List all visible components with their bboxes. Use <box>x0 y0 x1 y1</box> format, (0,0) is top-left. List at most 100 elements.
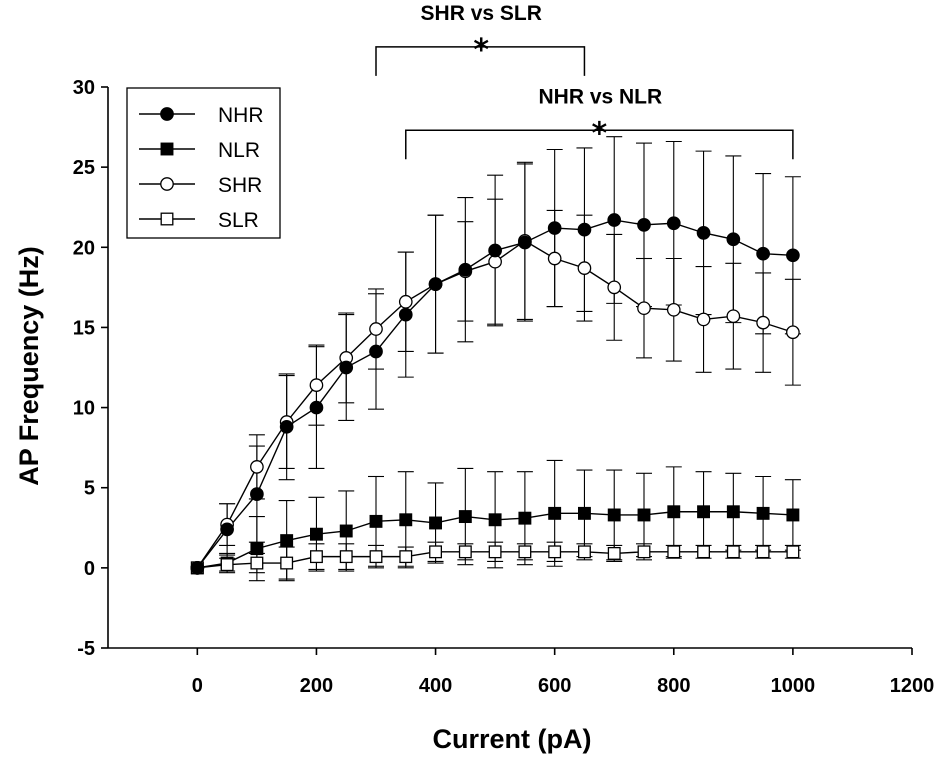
data-point-shr <box>547 251 562 266</box>
y-tick-label: 10 <box>73 398 95 420</box>
data-point-slr <box>726 545 740 559</box>
legend-label: NHR <box>218 104 264 127</box>
data-point-slr <box>369 550 383 564</box>
data-point-shr <box>607 280 622 295</box>
significance-bracket <box>405 129 794 160</box>
data-point-nhr <box>220 522 234 537</box>
y-tick-label: 15 <box>73 317 95 339</box>
y-axis-title: AP Frequency (Hz) <box>14 246 44 486</box>
data-point-nhr <box>518 235 532 250</box>
data-point-nhr <box>607 213 622 227</box>
data-point-shr <box>398 294 413 309</box>
data-point-nlr <box>309 527 323 541</box>
data-point-slr <box>518 545 532 559</box>
data-point-nlr <box>667 505 681 519</box>
data-point-slr <box>220 558 234 572</box>
data-point-slr <box>607 546 621 560</box>
data-point-slr <box>399 550 413 564</box>
data-point-nhr <box>637 217 651 232</box>
data-point-nlr <box>518 511 532 525</box>
data-point-shr <box>369 322 383 336</box>
data-point-slr <box>458 545 472 559</box>
data-point-nlr <box>637 508 651 522</box>
significance-bracket <box>375 46 586 76</box>
y-ticks: -5 0 5 10 15 20 25 30 <box>73 77 108 660</box>
legend-label: SHR <box>218 174 262 197</box>
data-point-shr <box>488 254 502 269</box>
data-point-nhr <box>279 419 294 434</box>
legend: NHR NLR SHR SLR <box>126 87 281 239</box>
data-point-nhr <box>726 232 741 247</box>
data-point-slr <box>429 545 443 559</box>
y-tick-label: 0 <box>84 558 95 580</box>
x-tick-label: 800 <box>657 675 690 697</box>
x-ticks: 0 200 400 600 800 1000 1200 <box>192 648 934 697</box>
data-point-slr <box>488 545 502 559</box>
data-point-nhr <box>458 262 473 277</box>
data-point-nhr <box>786 248 800 263</box>
legend-box <box>126 87 281 239</box>
data-point-shr <box>696 312 711 327</box>
y-tick-label: 5 <box>84 478 95 500</box>
data-point-nlr <box>548 506 562 520</box>
data-point-nlr <box>429 516 443 530</box>
data-point-nlr <box>786 508 800 522</box>
data-point-nhr <box>398 307 413 322</box>
data-point-nlr <box>339 524 353 538</box>
data-point-nlr <box>577 506 591 520</box>
data-point-shr <box>637 301 651 316</box>
legend-label: SLR <box>218 209 259 232</box>
x-tick-label: 600 <box>538 675 571 697</box>
axes <box>107 87 912 649</box>
data-point-shr <box>577 261 592 275</box>
series-markers <box>190 213 800 575</box>
data-point-nlr <box>726 505 740 519</box>
legend-marker-nlr <box>160 142 174 156</box>
data-point-shr <box>666 302 681 317</box>
significance-brackets: SHR vs SLR * NHR vs NLR * <box>375 2 794 160</box>
data-point-slr <box>548 545 562 559</box>
data-point-shr <box>726 309 741 324</box>
data-point-slr <box>250 556 264 570</box>
data-point-slr <box>786 545 800 559</box>
data-point-nlr <box>399 513 413 527</box>
significance-star: * <box>473 33 489 68</box>
y-tick-label: 30 <box>73 77 95 99</box>
significance-star: * <box>591 116 607 151</box>
x-axis-title: Current (pA) <box>433 724 592 754</box>
legend-marker-nhr <box>160 107 174 121</box>
data-point-slr <box>309 550 323 564</box>
data-point-slr <box>339 550 353 564</box>
data-point-nhr <box>369 344 383 359</box>
data-point-nhr <box>488 243 502 258</box>
y-tick-label: 25 <box>73 157 95 179</box>
data-point-nlr <box>280 534 294 548</box>
data-point-nhr <box>428 277 443 292</box>
data-point-slr <box>577 545 591 559</box>
x-tick-label: 200 <box>300 675 333 697</box>
data-point-nlr <box>250 542 264 556</box>
legend-label: NLR <box>218 139 260 162</box>
legend-marker-slr <box>160 212 174 226</box>
y-tick-label: -5 <box>77 638 95 660</box>
data-point-nhr <box>756 246 770 261</box>
data-point-nlr <box>488 513 502 527</box>
data-point-nhr <box>190 561 205 575</box>
data-point-shr <box>786 325 800 340</box>
data-point-nhr <box>309 400 324 415</box>
error-bars <box>219 136 801 582</box>
significance-label: SHR vs SLR <box>421 2 542 25</box>
data-point-shr <box>309 378 324 392</box>
significance-label: NHR vs NLR <box>538 85 662 108</box>
x-tick-label: 400 <box>419 675 452 697</box>
data-point-slr <box>667 545 681 559</box>
data-point-shr <box>250 460 264 474</box>
x-tick-label: 0 <box>192 675 203 697</box>
data-point-slr <box>280 556 294 570</box>
data-point-slr <box>637 545 651 559</box>
data-point-nlr <box>607 508 621 522</box>
data-point-nhr <box>339 360 354 375</box>
data-point-nhr <box>547 221 562 235</box>
data-point-slr <box>756 545 770 559</box>
